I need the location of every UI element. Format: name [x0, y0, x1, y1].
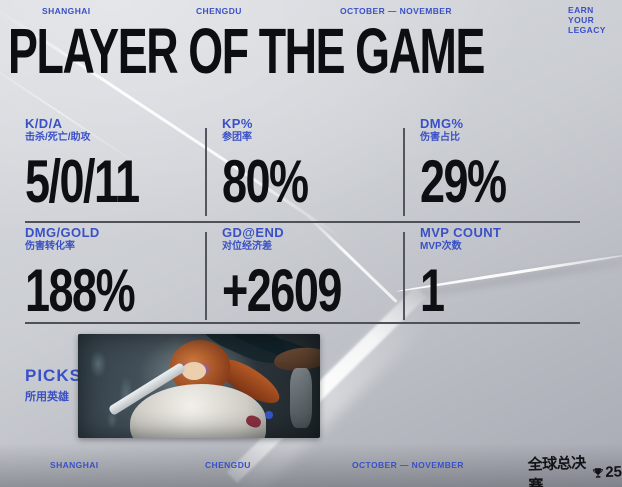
- divider-vertical-row2-a: [205, 232, 207, 320]
- page-title: PLAYER OF THE GAME: [8, 15, 485, 87]
- top-bar-tagline: EARN YOUR LEGACY: [568, 5, 622, 35]
- divider-horizontal-2: [25, 322, 580, 324]
- stat-label: K/D/A: [25, 116, 63, 131]
- stat-value: 80%: [222, 148, 309, 216]
- splash-blue-accent: [265, 411, 273, 419]
- worlds-logo-text: 全球总决赛: [527, 454, 586, 487]
- divider-horizontal-1: [25, 221, 580, 223]
- stat-value: 5/0/11: [25, 148, 140, 216]
- stat-cell-gd-end: GD@END 对位经济差 +2609: [222, 225, 402, 325]
- stat-sublabel: 对位经济差: [222, 241, 272, 253]
- top-bar-city-chengdu: CHENGDU: [196, 6, 242, 16]
- stat-cell-mvp-count: MVP COUNT MVP次数 1: [420, 225, 600, 325]
- picks-label: PICKS: [25, 366, 82, 385]
- champion-splash-art: [78, 334, 320, 438]
- stat-sublabel: 参团率: [222, 132, 252, 144]
- divider-vertical-row2-b: [403, 232, 405, 320]
- worlds-logo-year: 25: [604, 462, 622, 481]
- stat-value: 1: [420, 257, 445, 325]
- stat-value: +2609: [222, 257, 342, 325]
- stat-cell-dmg-gold: DMG/GOLD 伤害转化率 188%: [25, 225, 205, 325]
- trophy-icon: [592, 466, 604, 478]
- stat-sublabel: 伤害占比: [420, 132, 460, 144]
- bottom-bar-city-shanghai: SHANGHAI: [50, 460, 99, 470]
- top-bar-dates: OCTOBER — NOVEMBER: [340, 6, 452, 16]
- splash-vignette: [78, 334, 320, 438]
- stat-label: MVP COUNT: [420, 225, 502, 240]
- stat-cell-kda: K/D/A 击杀/死亡/助攻 5/0/11: [25, 116, 205, 216]
- tagline-line1: EARN YOUR: [568, 5, 595, 25]
- stat-value: 29%: [420, 148, 507, 216]
- stat-cell-dmg-pct: DMG% 伤害占比 29%: [420, 116, 600, 216]
- splash-stem-shape: [290, 368, 312, 428]
- stat-sublabel: 击杀/死亡/助攻: [25, 132, 91, 144]
- worlds-25-logo: 全球总决赛 25: [527, 450, 622, 487]
- stat-sublabel: MVP次数: [420, 241, 462, 253]
- splash-face-shape: [182, 362, 206, 380]
- stat-label: KP%: [222, 116, 253, 131]
- stat-cell-kp: KP% 参团率 80%: [222, 116, 402, 216]
- stat-sublabel: 伤害转化率: [25, 241, 75, 253]
- bottom-bar-dates: OCTOBER — NOVEMBER: [352, 460, 464, 470]
- stat-value: 188%: [25, 257, 136, 325]
- stat-label: GD@END: [222, 225, 285, 240]
- top-bar-city-shanghai: SHANGHAI: [42, 6, 91, 16]
- tagline-line2: LEGACY: [568, 24, 606, 35]
- divider-vertical-row1-a: [205, 128, 207, 216]
- bottom-bar-city-chengdu: CHENGDU: [205, 460, 251, 470]
- stat-label: DMG/GOLD: [25, 225, 100, 240]
- stat-label: DMG%: [420, 116, 464, 131]
- divider-vertical-row1-b: [403, 128, 405, 216]
- picks-sublabel: 所用英雄: [25, 391, 69, 403]
